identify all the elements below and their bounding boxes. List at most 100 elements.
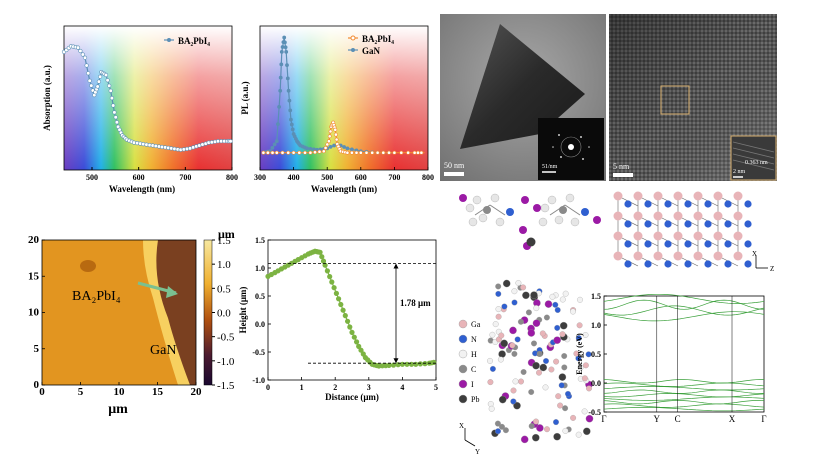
ga-atom bbox=[733, 231, 743, 241]
atom bbox=[586, 385, 592, 392]
ga-atom bbox=[633, 211, 643, 221]
data-point bbox=[350, 150, 354, 155]
n-atom bbox=[744, 200, 752, 208]
data-point bbox=[103, 72, 109, 78]
data-point bbox=[404, 361, 410, 367]
x-tick-label: 15 bbox=[152, 386, 164, 398]
data-point bbox=[319, 254, 325, 260]
data-point bbox=[358, 347, 364, 353]
atom bbox=[555, 393, 562, 400]
atom bbox=[522, 291, 530, 300]
y-tick-label: 15 bbox=[28, 270, 40, 282]
colorbar-tick: -0.5 bbox=[217, 332, 235, 344]
band-line bbox=[603, 400, 765, 405]
atom bbox=[487, 357, 493, 364]
legend-atom-swatch bbox=[458, 379, 468, 389]
atom bbox=[575, 335, 582, 342]
pl-xlabel: Wavelength (nm) bbox=[311, 184, 377, 194]
axis-indicator-top: X Z bbox=[752, 250, 774, 273]
k-point-label: C bbox=[675, 414, 681, 424]
atom bbox=[499, 423, 505, 430]
data-point bbox=[328, 144, 333, 149]
data-point bbox=[78, 48, 83, 54]
absorption-legend: BA₂PbI₄ bbox=[178, 36, 210, 46]
data-point bbox=[277, 105, 282, 109]
y-tick-label: 0.5 bbox=[591, 350, 601, 359]
x-tick-label: 0 bbox=[39, 386, 45, 398]
y-tick-label: 1.5 bbox=[591, 292, 601, 301]
data-point bbox=[265, 150, 270, 155]
atom bbox=[501, 303, 508, 310]
atom bbox=[511, 350, 518, 357]
atom bbox=[494, 420, 501, 427]
band-line bbox=[603, 379, 764, 384]
atom bbox=[498, 350, 506, 358]
atom bbox=[553, 336, 561, 344]
atom bbox=[487, 379, 494, 386]
pl-legend-gan: GaN bbox=[362, 46, 381, 56]
atom bbox=[513, 401, 521, 410]
data-point bbox=[285, 76, 290, 81]
colorbar-tick: 1.0 bbox=[217, 259, 231, 271]
data-point bbox=[305, 146, 309, 151]
ga-atom bbox=[693, 251, 703, 261]
colorbar-unit: μm bbox=[218, 228, 235, 241]
data-point bbox=[342, 312, 348, 319]
data-point bbox=[297, 150, 302, 155]
pl-chart: 300 400 500 600 700 800 BA₂PbI₄ GaN Wavelengt… bbox=[240, 25, 434, 194]
scalebar-label: 50 nm bbox=[444, 161, 465, 170]
legend-atom-swatch bbox=[458, 349, 468, 359]
data-point bbox=[291, 150, 296, 155]
data-point bbox=[280, 45, 285, 49]
atom bbox=[539, 330, 546, 337]
n-atom bbox=[704, 240, 712, 248]
atom bbox=[512, 378, 519, 385]
data-point bbox=[317, 249, 323, 255]
data-point bbox=[308, 150, 313, 155]
ga-atom bbox=[653, 191, 663, 201]
data-point bbox=[328, 129, 333, 134]
atom bbox=[552, 301, 559, 308]
y-tick-label: 1.0 bbox=[255, 264, 265, 273]
data-point bbox=[334, 132, 338, 137]
data-point bbox=[354, 150, 359, 155]
x-tick-label: 800 bbox=[226, 173, 238, 182]
atom bbox=[544, 300, 553, 308]
data-point bbox=[276, 122, 280, 127]
ga-atom bbox=[613, 191, 623, 201]
height-annotation: 1.78 μm bbox=[400, 298, 431, 308]
afm-xlabel: μm bbox=[108, 402, 128, 417]
atom bbox=[570, 308, 576, 315]
atom bbox=[518, 378, 524, 385]
n-atom bbox=[744, 260, 752, 268]
pl-panel: 300 400 500 600 700 800 BA₂PbI₄ GaN Wavelengt… bbox=[238, 18, 438, 198]
y-tick-label: 10 bbox=[28, 307, 40, 319]
data-point bbox=[286, 88, 291, 93]
data-point bbox=[356, 343, 362, 349]
data-point bbox=[370, 150, 375, 155]
afm-image: BA₂PbI₄ GaN 0 5 10 15 20 0 5 10 15 20 μm μm 1.5 1.… bbox=[28, 227, 235, 417]
atom bbox=[502, 279, 511, 288]
atom bbox=[558, 382, 565, 389]
data-point bbox=[322, 262, 328, 268]
data-point bbox=[284, 50, 289, 54]
data-point bbox=[327, 134, 332, 139]
pl-legend-ba: BA₂PbI₄ bbox=[362, 34, 394, 44]
legend-atom-swatch bbox=[458, 334, 468, 344]
atom bbox=[585, 351, 592, 358]
data-point bbox=[308, 146, 313, 151]
data-point bbox=[113, 115, 118, 120]
lattice-svg: X Z bbox=[613, 191, 774, 273]
band-line bbox=[603, 299, 765, 310]
data-point bbox=[109, 95, 114, 101]
ga-atom bbox=[693, 191, 703, 201]
data-point bbox=[327, 139, 331, 144]
data-point bbox=[274, 150, 279, 155]
data-point bbox=[325, 142, 330, 147]
colorbar-tick: -1.0 bbox=[217, 356, 235, 368]
data-point bbox=[342, 145, 347, 149]
data-point bbox=[80, 52, 85, 57]
data-point bbox=[333, 127, 338, 132]
atom bbox=[559, 296, 566, 303]
atom bbox=[576, 322, 583, 329]
